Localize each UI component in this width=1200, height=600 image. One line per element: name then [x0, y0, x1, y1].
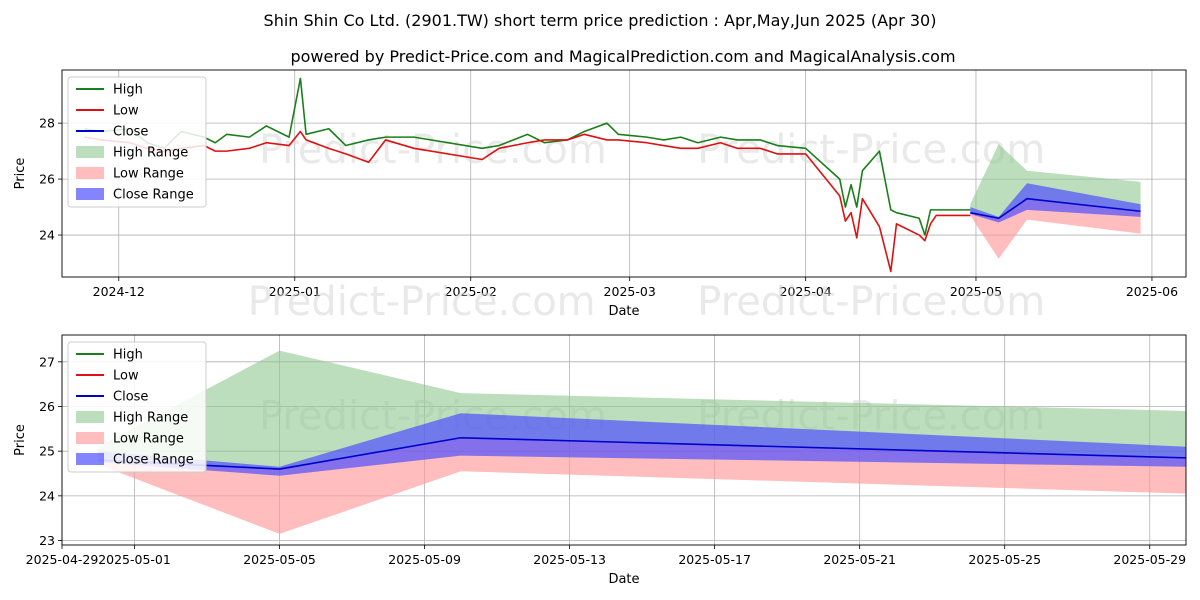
legend-swatch: [76, 453, 104, 465]
legend-swatch: [76, 167, 104, 179]
legend-label: High: [113, 83, 143, 98]
plot-area: [98, 350, 1186, 534]
y-tick-label: 24: [39, 228, 55, 243]
chart-subtitle: powered by Predict-Price.com and Magical…: [290, 47, 955, 66]
y-tick-label: 24: [39, 488, 55, 503]
y-tick-label: 26: [39, 172, 55, 187]
x-tick-label: 2025-05-17: [678, 552, 751, 567]
legend-label: Close Range: [113, 188, 194, 203]
x-tick-label: 2025-06: [1126, 284, 1178, 299]
chart-panel-1: 2024-12 2025-01 2025-02 2025-03 2025-04 2025-…: [13, 69, 1187, 325]
y-axis-label: Price: [13, 424, 28, 456]
x-tick-label: 2025-04: [780, 284, 832, 299]
legend-label: Low: [113, 104, 139, 119]
x-tick-label: 2025-01: [269, 284, 321, 299]
x-tick-label: 2025-02: [445, 284, 497, 299]
legend-label: Close: [113, 125, 148, 140]
legend-swatch: [76, 411, 104, 423]
x-tick-label: 2025-04-29: [26, 552, 99, 567]
x-tick-label: 2025-05-09: [388, 552, 461, 567]
legend-label: High Range: [113, 146, 188, 161]
x-tick-label: 2025-05-13: [533, 552, 606, 567]
x-tick-label: 2025-05-25: [968, 552, 1041, 567]
legend-swatch: [76, 146, 104, 158]
legend-label: Close Range: [113, 453, 194, 468]
low-series-line: [84, 130, 971, 273]
x-tick-label: 2025-05-01: [98, 552, 171, 567]
x-tick-label: 2024-12: [93, 284, 145, 299]
x-axis-label: Date: [608, 572, 639, 587]
legend-swatch: [76, 188, 104, 200]
close-series-line: [970, 197, 1141, 220]
x-tick-label: 2025-03: [604, 284, 656, 299]
plot-area: [84, 77, 1141, 273]
y-tick-label: 26: [39, 399, 55, 414]
x-axis-label: Date: [608, 304, 639, 319]
watermark: Predict-Price.com: [248, 279, 596, 325]
x-tick-label: 2025-05: [950, 284, 1002, 299]
y-tick-label: 25: [39, 444, 55, 459]
high-series-line: [84, 77, 971, 236]
legend-label: Low Range: [113, 167, 184, 182]
legend-label: High Range: [113, 411, 188, 426]
legend-label: High: [113, 348, 143, 363]
x-tick-label: 2025-05-29: [1113, 552, 1186, 567]
watermark: Predict-Price.com: [697, 127, 1045, 173]
y-axis-label: Price: [13, 158, 28, 190]
y-tick-label: 23: [39, 533, 55, 548]
chart-panel-2: 2025-04-29 2025-05-01 2025-05-05 2025-05-09…: [13, 334, 1187, 587]
legend-label: Close: [113, 390, 148, 405]
legend-label: Low: [113, 369, 139, 384]
x-tick-label: 2025-05-21: [823, 552, 896, 567]
watermark: Predict-Price.com: [259, 127, 607, 173]
y-tick-label: 28: [39, 116, 55, 131]
y-tick-label: 27: [39, 354, 55, 369]
watermark: Predict-Price.com: [697, 279, 1045, 325]
legend-swatch: [76, 432, 104, 444]
close-range-band: [970, 183, 1141, 223]
legend: High Low Close High Range Low Range Close Ran…: [67, 341, 207, 473]
close-range-band: [98, 413, 1186, 476]
legend-label: Low Range: [113, 432, 184, 447]
plot-frame: [61, 334, 1187, 546]
x-tick-label: 2025-05-05: [243, 552, 316, 567]
legend: High Low Close High Range Low Range Close Ran…: [67, 76, 207, 208]
chart-title: Shin Shin Co Ltd. (2901.TW) short term p…: [264, 11, 937, 30]
plot-frame: [61, 69, 1187, 278]
